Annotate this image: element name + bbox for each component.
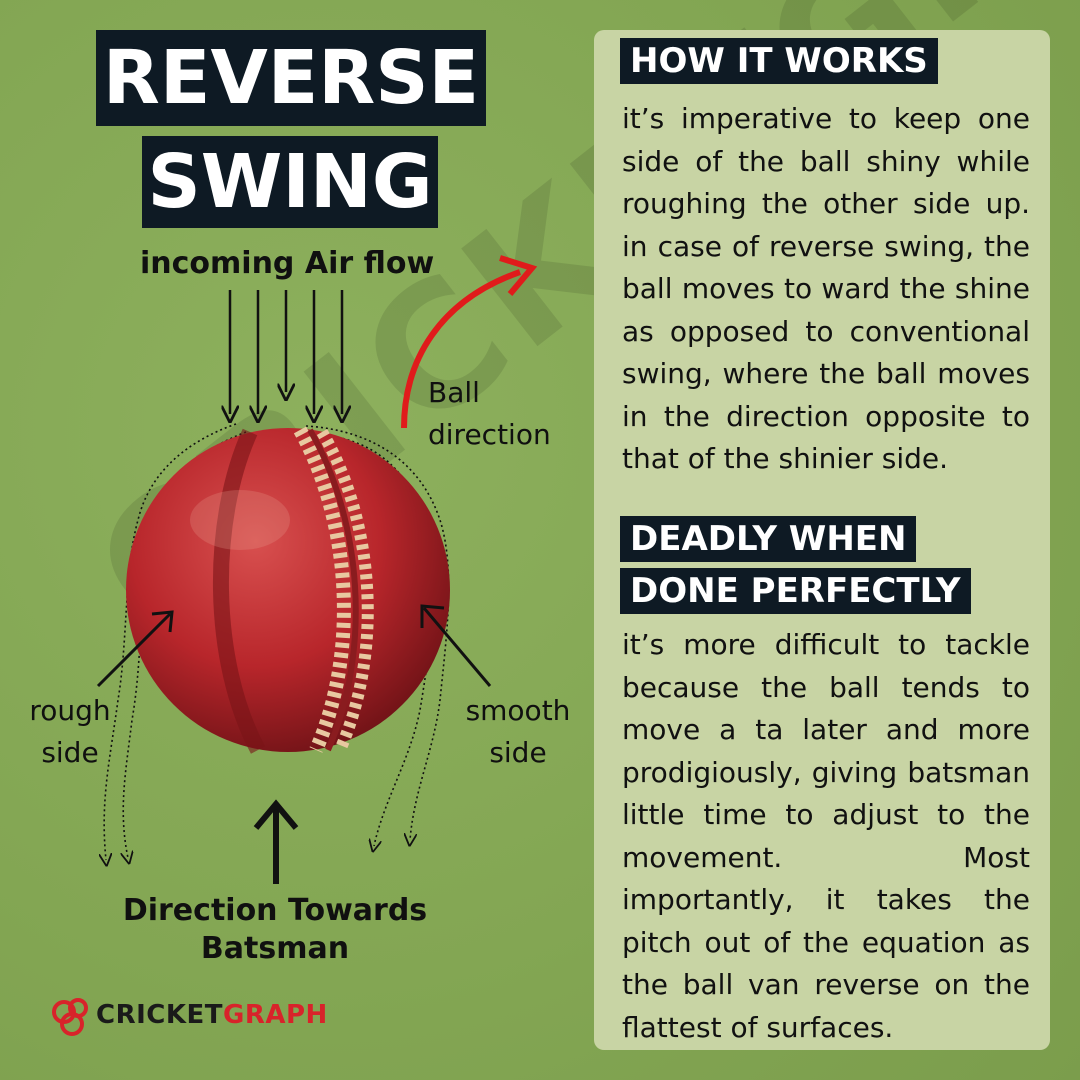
- airflow-arrows: [230, 290, 342, 414]
- airflow-label: incoming Air flow: [140, 246, 435, 281]
- title-line-1: REVERSE: [96, 30, 486, 126]
- towards-batsman-arrow: [253, 799, 299, 884]
- towards-batsman-label: Direction Towards Batsman: [122, 893, 428, 966]
- ball-direction-label: Ball direction: [428, 376, 551, 451]
- how-it-works-heading: HOW IT WORKS: [620, 38, 938, 84]
- title-line-2: SWING: [142, 136, 438, 228]
- brand-name: CRICKETGRAPH: [96, 1000, 328, 1030]
- deadly-heading-line-1: DEADLY WHEN: [620, 516, 917, 562]
- reverse-swing-diagram: [96, 255, 538, 884]
- cricket-ball-icon: [126, 426, 450, 754]
- cricketgraph-logo-icon: [52, 998, 88, 1036]
- how-it-works-text: it’s imperative to keep one side of the …: [622, 102, 1030, 475]
- deadly-heading-line-2: DONE PERFECTLY: [620, 568, 971, 614]
- deadly-text: it’s more difficult to tackle because th…: [622, 628, 1030, 1044]
- smooth-side-label: smooth side: [465, 694, 571, 769]
- smooth-side-arrow: [420, 604, 492, 687]
- ball-direction-arrow: [401, 255, 538, 429]
- rough-side-label: rough side: [29, 694, 111, 769]
- rough-side-arrow: [96, 610, 174, 688]
